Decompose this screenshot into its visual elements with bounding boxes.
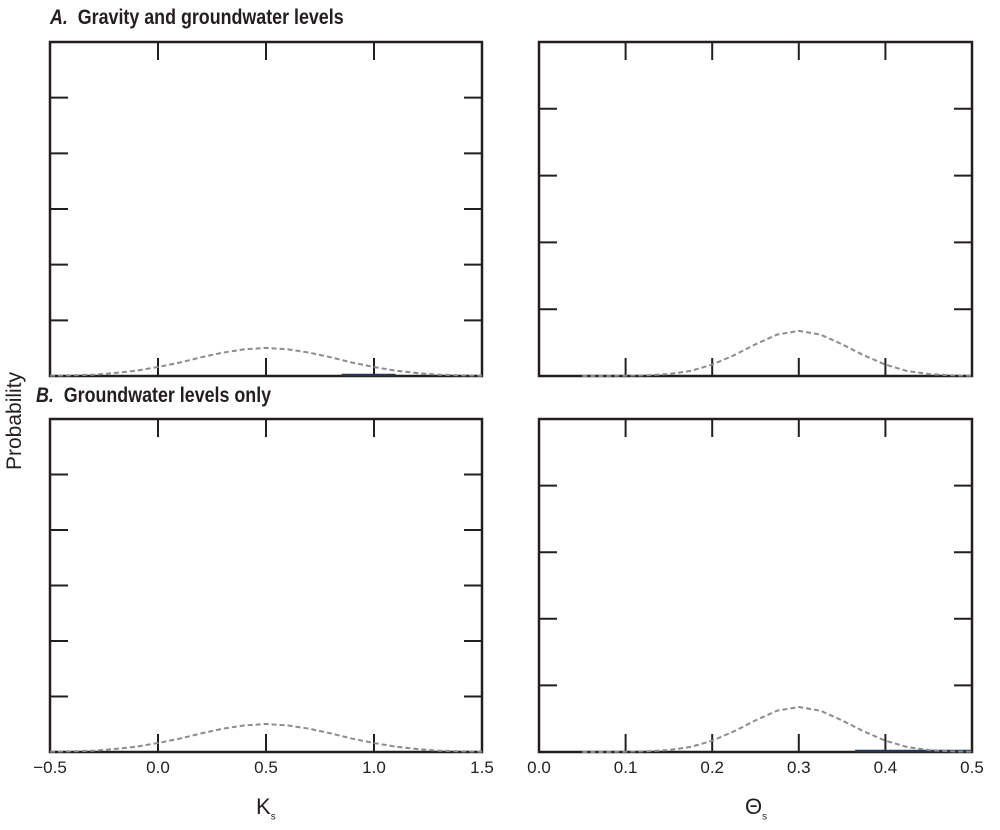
x-tick-label: 0.5 [254,758,278,777]
prior-curve [582,705,973,753]
x-tick-label: 0.4 [873,758,898,777]
plot-frame [537,40,974,378]
x-tick-label: 1.5 [470,758,494,777]
x-tick-label: 0.2 [700,758,725,777]
y-axis-label: Probability [3,371,26,470]
x-tick-label: 1.0 [362,758,386,777]
x-tick-label: 0.0 [527,758,551,777]
x-tick-label: −0.5 [33,758,67,777]
plot-frame [48,417,484,754]
prior-curve [582,329,973,377]
plot-frame [48,40,484,378]
prior-curve [49,346,483,377]
x-tick-label: 0.5 [960,758,984,777]
panel-b-title: B. Groundwater levels only [36,384,272,407]
x-tick-label: 0.0 [146,758,170,777]
plot-frame [537,417,974,754]
x-tick-label: 0.3 [786,758,811,777]
prior-curve [49,722,483,753]
panel-a-title: A. Gravity and groundwater levels [50,6,344,29]
x-axis-label-theta: Θs [745,794,768,823]
x-axis-label-ks: Ks [256,794,276,823]
x-tick-label: 0.1 [613,758,638,777]
